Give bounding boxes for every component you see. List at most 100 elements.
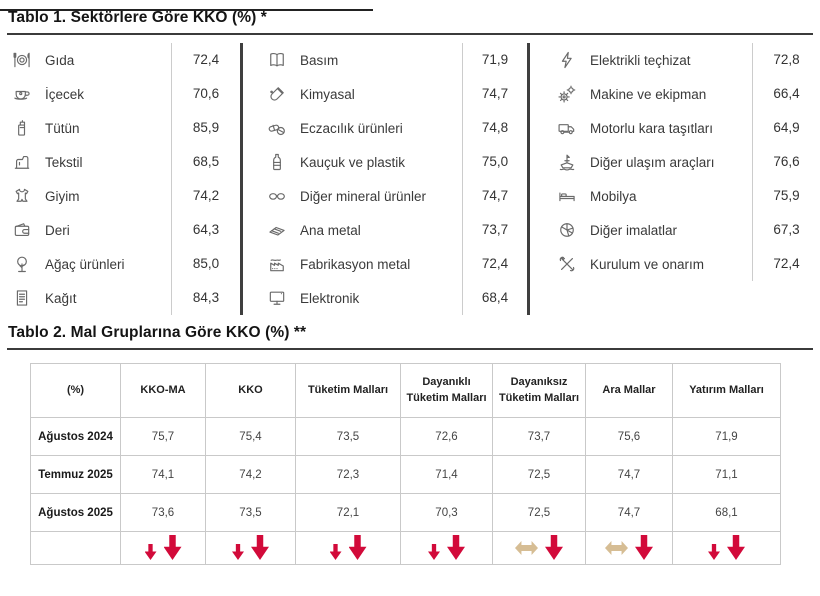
sector-label: Mobilya	[590, 188, 637, 204]
column-header: (%)	[30, 363, 121, 418]
sector-row: Giyim 74,2	[0, 179, 240, 213]
sector-value: 72,4	[171, 43, 240, 77]
down-arrow-small-icon	[144, 544, 157, 560]
sector-value: 75,9	[752, 179, 820, 213]
cell-value: 73,5	[205, 493, 296, 532]
plate-fork-knife-icon	[10, 50, 34, 70]
sector-row: Elektronik 68,4	[243, 281, 527, 315]
sector-value: 68,5	[171, 145, 240, 179]
cell-value: 74,7	[585, 455, 673, 494]
sector-row: Tekstil 68,5	[0, 145, 240, 179]
sector-row: Basım 71,9	[243, 43, 527, 77]
row-label: Ağustos 2025	[30, 493, 121, 532]
column-header: Ara Mallar	[585, 363, 673, 418]
sector-label: Deri	[45, 222, 70, 238]
test-tube-icon	[265, 84, 289, 104]
cell-value: 71,9	[672, 417, 781, 456]
sector-row: Diğer imalatlar 67,3	[530, 213, 820, 247]
sector-label: Fabrikasyon metal	[300, 256, 411, 272]
cell-value: 74,2	[205, 455, 296, 494]
sector-value: 75,0	[462, 145, 527, 179]
down-arrow-large-icon	[635, 535, 653, 560]
cell-value: 70,3	[400, 493, 493, 532]
sector-value: 72,8	[752, 43, 820, 77]
header-row: (%) KKO-MA KKO Tüketim Malları Dayanıklı…	[30, 363, 781, 418]
sector-label: Basım	[300, 52, 339, 68]
trend-cell	[295, 531, 401, 565]
sector-label: Kağıt	[45, 290, 77, 306]
cell-value: 74,7	[585, 493, 673, 532]
sector-row: Ana metal 73,7	[243, 213, 527, 247]
truck-icon	[555, 118, 579, 138]
cell-value: 72,5	[492, 493, 586, 532]
sector-group-1: Gıda 72,4 İçecek 70,6 Tütün 85,9 Tekstil…	[0, 43, 243, 315]
trend-cell	[585, 531, 673, 565]
sector-row: Kurulum ve onarım 72,4	[530, 247, 820, 281]
sector-row: Ağaç ürünleri 85,0	[0, 247, 240, 281]
sector-value: 85,9	[171, 111, 240, 145]
sector-label: Elektronik	[300, 290, 360, 306]
sector-row: Diğer ulaşım araçları 76,6	[530, 145, 820, 179]
sector-value: 74,7	[462, 77, 527, 111]
sector-group-3: Elektrikli teçhizat 72,8 Makine ve ekipm…	[530, 43, 820, 281]
lighter-icon	[10, 118, 34, 138]
table-row: Ağustos 2024 75,7 75,4 73,5 72,6 73,7 75…	[30, 417, 781, 456]
sector-label: Eczacılık ürünleri	[300, 120, 403, 136]
sector-row: Motorlu kara taşıtları 64,9	[530, 111, 820, 145]
sector-label: Gıda	[45, 52, 75, 68]
cell-value: 71,1	[672, 455, 781, 494]
sector-label: İçecek	[45, 86, 85, 102]
sector-label: Kauçuk ve plastik	[300, 154, 406, 170]
sewing-machine-icon	[10, 152, 34, 172]
sector-label: Ana metal	[300, 222, 361, 238]
sector-label: Diğer imalatlar	[590, 222, 678, 238]
cell-value: 74,1	[120, 455, 206, 494]
cell-value: 75,6	[585, 417, 673, 456]
ship-icon	[555, 152, 579, 172]
factory-icon	[265, 254, 289, 274]
table1-title: Tablo 1. Sektörlere Göre KKO (%) *	[8, 9, 267, 26]
sector-row: Elektrikli teçhizat 72,8	[530, 43, 820, 77]
sector-value: 72,4	[462, 247, 527, 281]
column-header: KKO	[205, 363, 296, 418]
column-header: Dayanıksız Tüketim Malları	[492, 363, 586, 418]
sector-label: Tütün	[45, 120, 80, 136]
left-right-arrow-icon	[605, 541, 628, 555]
monitor-icon	[265, 288, 289, 308]
top-edge-rule	[0, 9, 373, 11]
left-right-arrow-icon	[515, 541, 538, 555]
plastic-bottle-icon	[265, 152, 289, 172]
teacup-icon	[10, 84, 34, 104]
sector-value: 66,4	[752, 77, 820, 111]
sector-label: Diğer mineral ürünler	[300, 188, 427, 204]
down-arrow-small-icon	[428, 544, 440, 560]
tools-icon	[555, 254, 579, 274]
sector-value: 74,2	[171, 179, 240, 213]
metal-sheets-icon	[265, 220, 289, 240]
sector-label: Makine ve ekipman	[590, 86, 707, 102]
sector-value: 74,8	[462, 111, 527, 145]
sector-value: 67,3	[752, 213, 820, 247]
row-label: Temmuz 2025	[30, 455, 121, 494]
sector-label: Elektrikli teçhizat	[590, 52, 691, 68]
down-arrow-large-icon	[545, 535, 563, 560]
sector-group-2: Basım 71,9 Kimyasal 74,7 Eczacılık ürünl…	[243, 43, 530, 315]
cell-value: 73,7	[492, 417, 586, 456]
sector-row: Makine ve ekipman 66,4	[530, 77, 820, 111]
goods-groups-table: (%) KKO-MA KKO Tüketim Malları Dayanıklı…	[30, 363, 781, 565]
sector-value: 72,4	[752, 247, 820, 281]
down-arrow-large-icon	[348, 535, 367, 560]
sector-value: 64,9	[752, 111, 820, 145]
sector-label: Motorlu kara taşıtları	[590, 120, 714, 136]
wallet-icon	[10, 220, 34, 240]
sector-row: Kağıt 84,3	[0, 281, 240, 315]
table1-title-rule	[7, 33, 813, 35]
sector-value: 71,9	[462, 43, 527, 77]
trend-cell	[205, 531, 296, 565]
down-arrow-large-icon	[727, 535, 745, 560]
sector-label: Diğer ulaşım araçları	[590, 154, 715, 170]
row-label: Ağustos 2024	[30, 417, 121, 456]
sector-row: Kimyasal 74,7	[243, 77, 527, 111]
sector-row: Kauçuk ve plastik 75,0	[243, 145, 527, 179]
table2-title: Tablo 2. Mal Gruplarına Göre KKO (%) **	[8, 324, 307, 341]
